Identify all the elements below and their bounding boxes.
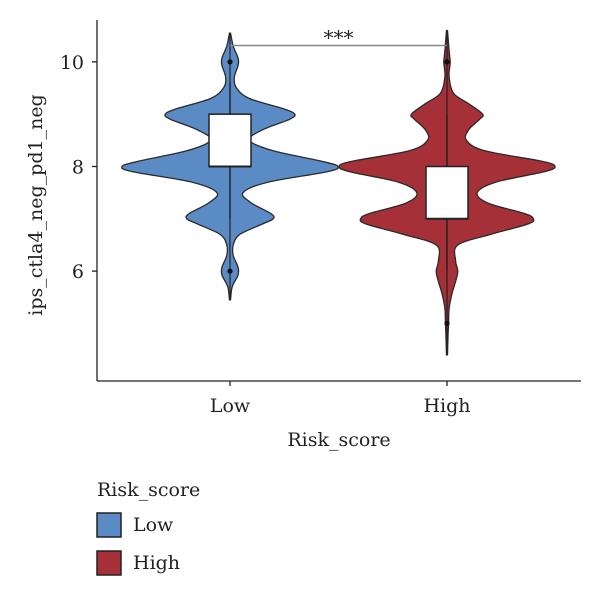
box-low: [208, 113, 252, 168]
outlier-low-1: [227, 59, 233, 65]
legend-swatch-high: [96, 550, 122, 576]
legend-title: Risk_score: [97, 479, 200, 501]
x-axis-ticks: Low High: [210, 381, 471, 417]
legend-label-high: High: [133, 552, 180, 574]
plot-area: [121, 29, 556, 356]
outlier-high-0: [444, 320, 450, 327]
legend: Risk_score Low High: [96, 479, 200, 576]
x-tick-label-high: High: [423, 395, 470, 417]
x-tick-label-low: Low: [210, 395, 251, 417]
y-tick-label-8: 8: [72, 156, 84, 178]
legend-swatch-low: [96, 512, 122, 538]
y-tick-label-6: 6: [72, 261, 84, 283]
outlier-low-0: [227, 268, 233, 274]
significance-label: ***: [324, 25, 354, 49]
legend-label-low: Low: [133, 514, 174, 536]
box-high: [425, 165, 469, 220]
outlier-high-1: [444, 59, 450, 65]
y-tick-label-10: 10: [60, 52, 84, 74]
y-axis-label: ips_ctla4_neg_pd1_neg: [25, 94, 47, 315]
y-axis-ticks: 6 8 10: [60, 52, 97, 283]
x-axis-label: Risk_score: [287, 429, 390, 451]
